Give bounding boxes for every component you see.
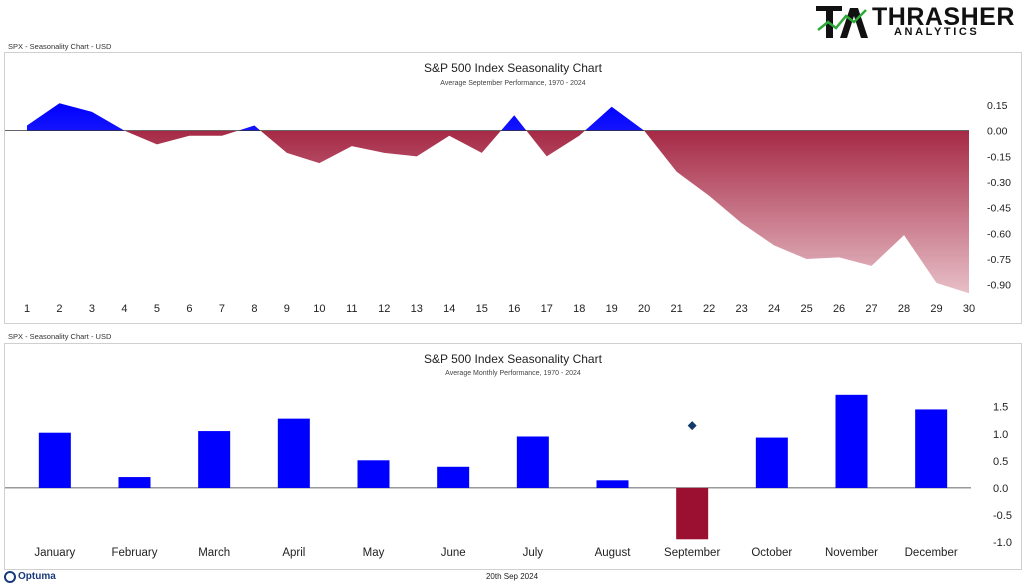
y-tick-label: -0.15 — [987, 151, 1011, 163]
y-tick-label: 0.00 — [987, 126, 1008, 138]
x-tick-label-4: 4 — [121, 303, 127, 315]
x-tick-label-july: July — [523, 547, 544, 559]
top-panel-label: SPX - Seasonality Chart - USD — [8, 42, 112, 51]
y-tick-label: -0.75 — [987, 254, 1011, 266]
bar-january — [38, 432, 71, 488]
thrasher-logo-mark-icon — [816, 6, 868, 38]
x-tick-label-28: 28 — [898, 303, 910, 315]
bar-february — [118, 477, 151, 488]
optuma-name: Optuma — [18, 571, 56, 582]
x-tick-label-june: June — [441, 547, 466, 559]
y-tick-label: 0.15 — [987, 100, 1008, 112]
bar-september — [676, 487, 709, 540]
x-tick-label-30: 30 — [963, 303, 975, 315]
x-tick-label-9: 9 — [284, 303, 290, 315]
x-tick-label-1: 1 — [24, 303, 30, 315]
x-tick-label-september: September — [664, 547, 720, 559]
bottom-panel-label: SPX - Seasonality Chart - USD — [8, 332, 112, 341]
x-tick-label-13: 13 — [411, 303, 423, 315]
x-tick-label-12: 12 — [378, 303, 390, 315]
y-tick-label: -0.60 — [987, 228, 1011, 240]
bar-december — [915, 409, 948, 488]
bar-october — [755, 437, 788, 488]
x-tick-label-5: 5 — [154, 303, 160, 315]
x-tick-label-march: March — [198, 547, 230, 559]
bar-april — [277, 418, 310, 488]
y-tick-label: 0.0 — [993, 483, 1008, 495]
bar-march — [198, 431, 231, 488]
y-tick-label: -0.5 — [993, 510, 1012, 522]
y-tick-label: 0.5 — [993, 456, 1008, 468]
y-tick-label: -0.45 — [987, 203, 1011, 215]
x-tick-label-10: 10 — [313, 303, 325, 315]
x-tick-label-february: February — [111, 547, 157, 559]
x-tick-label-19: 19 — [606, 303, 618, 315]
bar-august — [596, 480, 629, 488]
x-tick-label-3: 3 — [89, 303, 95, 315]
x-tick-label-16: 16 — [508, 303, 520, 315]
x-tick-label-2: 2 — [56, 303, 62, 315]
x-tick-label-8: 8 — [251, 303, 257, 315]
bar-june — [437, 466, 470, 488]
x-tick-label-october: October — [751, 547, 792, 559]
negative-area — [124, 130, 969, 294]
current-month-marker — [687, 421, 697, 431]
monthly-chart-title: S&P 500 Index Seasonality Chart — [424, 352, 602, 366]
x-tick-label-17: 17 — [541, 303, 553, 315]
x-tick-label-25: 25 — [800, 303, 812, 315]
monthly-bar-chart: January February March April May June July Augu… — [5, 394, 1012, 559]
x-tick-label-january: January — [34, 547, 75, 559]
september-chart-title: S&P 500 Index Seasonality Chart — [424, 61, 602, 75]
september-chart-subtitle: Average September Performance, 1970 - 20… — [440, 80, 586, 87]
x-tick-label-18: 18 — [573, 303, 585, 315]
x-tick-label-7: 7 — [219, 303, 225, 315]
brand-name: THRASHER — [872, 3, 1015, 31]
footer-date: 20th Sep 2024 — [485, 572, 539, 581]
x-tick-label-29: 29 — [930, 303, 942, 315]
september-area-chart: 1 2 3 4 5 6 7 8 9 10 11 12 13 14 15 16 17 18 19 20 21 22 23 24 2… — [5, 100, 1011, 315]
x-tick-label-11: 11 — [346, 303, 357, 315]
optuma-circle-icon — [4, 571, 16, 583]
x-tick-label-december: December — [905, 547, 958, 559]
monthly-chart-subtitle: Average Monthly Performance, 1970 - 2024 — [445, 370, 581, 377]
y-tick-label: 1.5 — [993, 402, 1008, 414]
bar-november — [835, 394, 868, 488]
x-tick-label-23: 23 — [735, 303, 747, 315]
y-tick-label: -0.30 — [987, 177, 1011, 189]
monthly-chart-panel: S&P 500 Index Seasonality Chart Average … — [4, 343, 1022, 570]
x-tick-label-15: 15 — [476, 303, 488, 315]
y-tick-label: -1.0 — [993, 537, 1012, 549]
x-tick-label-april: April — [282, 547, 305, 559]
y-tick-label: -0.90 — [987, 280, 1011, 292]
x-tick-label-may: May — [363, 547, 385, 559]
x-tick-label-22: 22 — [703, 303, 715, 315]
september-chart-panel: S&P 500 Index Seasonality Chart Average … — [4, 52, 1022, 324]
x-tick-label-14: 14 — [443, 303, 455, 315]
brand-sub: ANALYTICS — [894, 26, 980, 38]
thrasher-analytics-logo: THRASHER ANALYTICS — [814, 2, 1014, 42]
x-tick-label-6: 6 — [186, 303, 192, 315]
x-tick-label-20: 20 — [638, 303, 650, 315]
x-tick-label-august: August — [595, 547, 632, 559]
bar-may — [357, 460, 390, 488]
x-tick-label-26: 26 — [833, 303, 845, 315]
x-tick-label-27: 27 — [865, 303, 877, 315]
x-tick-label-24: 24 — [768, 303, 780, 315]
x-tick-label-21: 21 — [671, 303, 683, 315]
bar-july — [516, 436, 549, 488]
x-tick-label-november: November — [825, 547, 878, 559]
y-tick-label: 1.0 — [993, 429, 1008, 441]
